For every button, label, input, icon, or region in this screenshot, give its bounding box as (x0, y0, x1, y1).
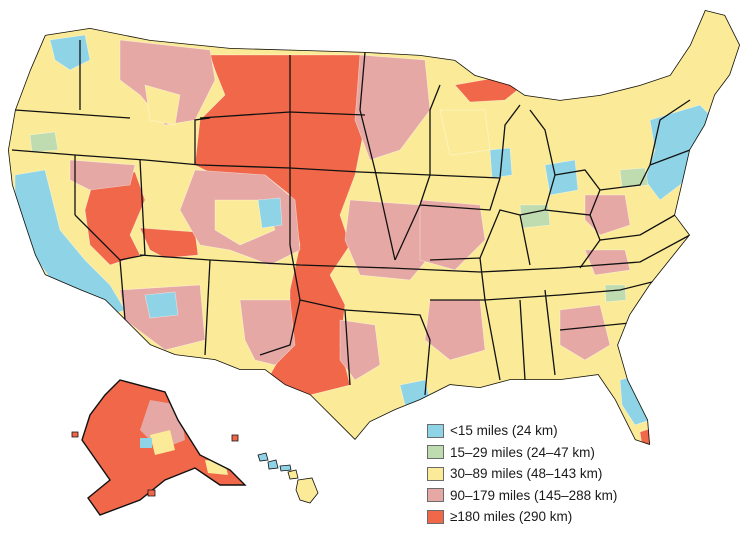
region-90-179-missouri (419, 199, 486, 271)
hawaii-island-oahu (267, 459, 279, 470)
region-90-179-central-texas (339, 319, 381, 381)
legend-item: ≥180 miles (290 km) (427, 506, 647, 528)
region-90-179-montana-west (119, 39, 216, 126)
region-90-179-west-texas (239, 299, 296, 366)
legend-item: 15–29 miles (24–47 km) (427, 442, 647, 464)
hawaii-island-kauai (257, 452, 269, 462)
legend-label: 30–89 miles (48–143 km) (450, 466, 603, 482)
alaska-blue-region (140, 438, 152, 448)
region-90-179-georgia (559, 304, 611, 361)
legend: <15 miles (24 km) 15–29 miles (24–47 km)… (427, 420, 647, 528)
region-lt15-arizona (144, 291, 179, 319)
legend-item: 90–179 miles (145–288 km) (427, 485, 647, 507)
legend-swatch-30-89 (427, 466, 444, 481)
region-lt15-ohio (544, 159, 579, 196)
alaska-map (71, 379, 247, 516)
region-90-179-wv (584, 194, 631, 236)
region-90-179-nevada-north (69, 159, 136, 191)
legend-label: 90–179 miles (145–288 km) (450, 487, 618, 503)
legend-swatch-ge180 (427, 509, 444, 524)
region-90-179-dakotas (354, 54, 431, 161)
alaska-islet-2 (231, 434, 239, 442)
alaska-yellow-region (150, 430, 175, 455)
legend-swatch-90-179 (427, 488, 444, 503)
region-15-29-carolina (604, 284, 627, 303)
legend-label: <15 miles (24 km) (450, 423, 558, 439)
legend-swatch-15-29 (427, 445, 444, 460)
alaska-islet-1 (71, 431, 79, 438)
region-90-179-nc (584, 249, 631, 276)
legend-item: <15 miles (24 km) (427, 420, 647, 442)
alaska-islet-3 (147, 489, 156, 497)
hawaii-island-big-island (295, 477, 319, 504)
legend-swatch-lt15 (427, 423, 444, 438)
legend-item: 30–89 miles (48–143 km) (427, 463, 647, 485)
hawaii-map (257, 452, 319, 504)
legend-label: 15–29 miles (24–47 km) (450, 444, 595, 460)
hawaii-island-maui (287, 469, 299, 480)
legend-label: ≥180 miles (290 km) (450, 509, 573, 525)
hawaii-island-molokai (279, 464, 292, 472)
region-lt15-colorado (257, 197, 283, 229)
region-15-29-oregon (29, 131, 59, 153)
region-far-utah (139, 227, 199, 259)
region-30-89-idaho (144, 84, 181, 126)
